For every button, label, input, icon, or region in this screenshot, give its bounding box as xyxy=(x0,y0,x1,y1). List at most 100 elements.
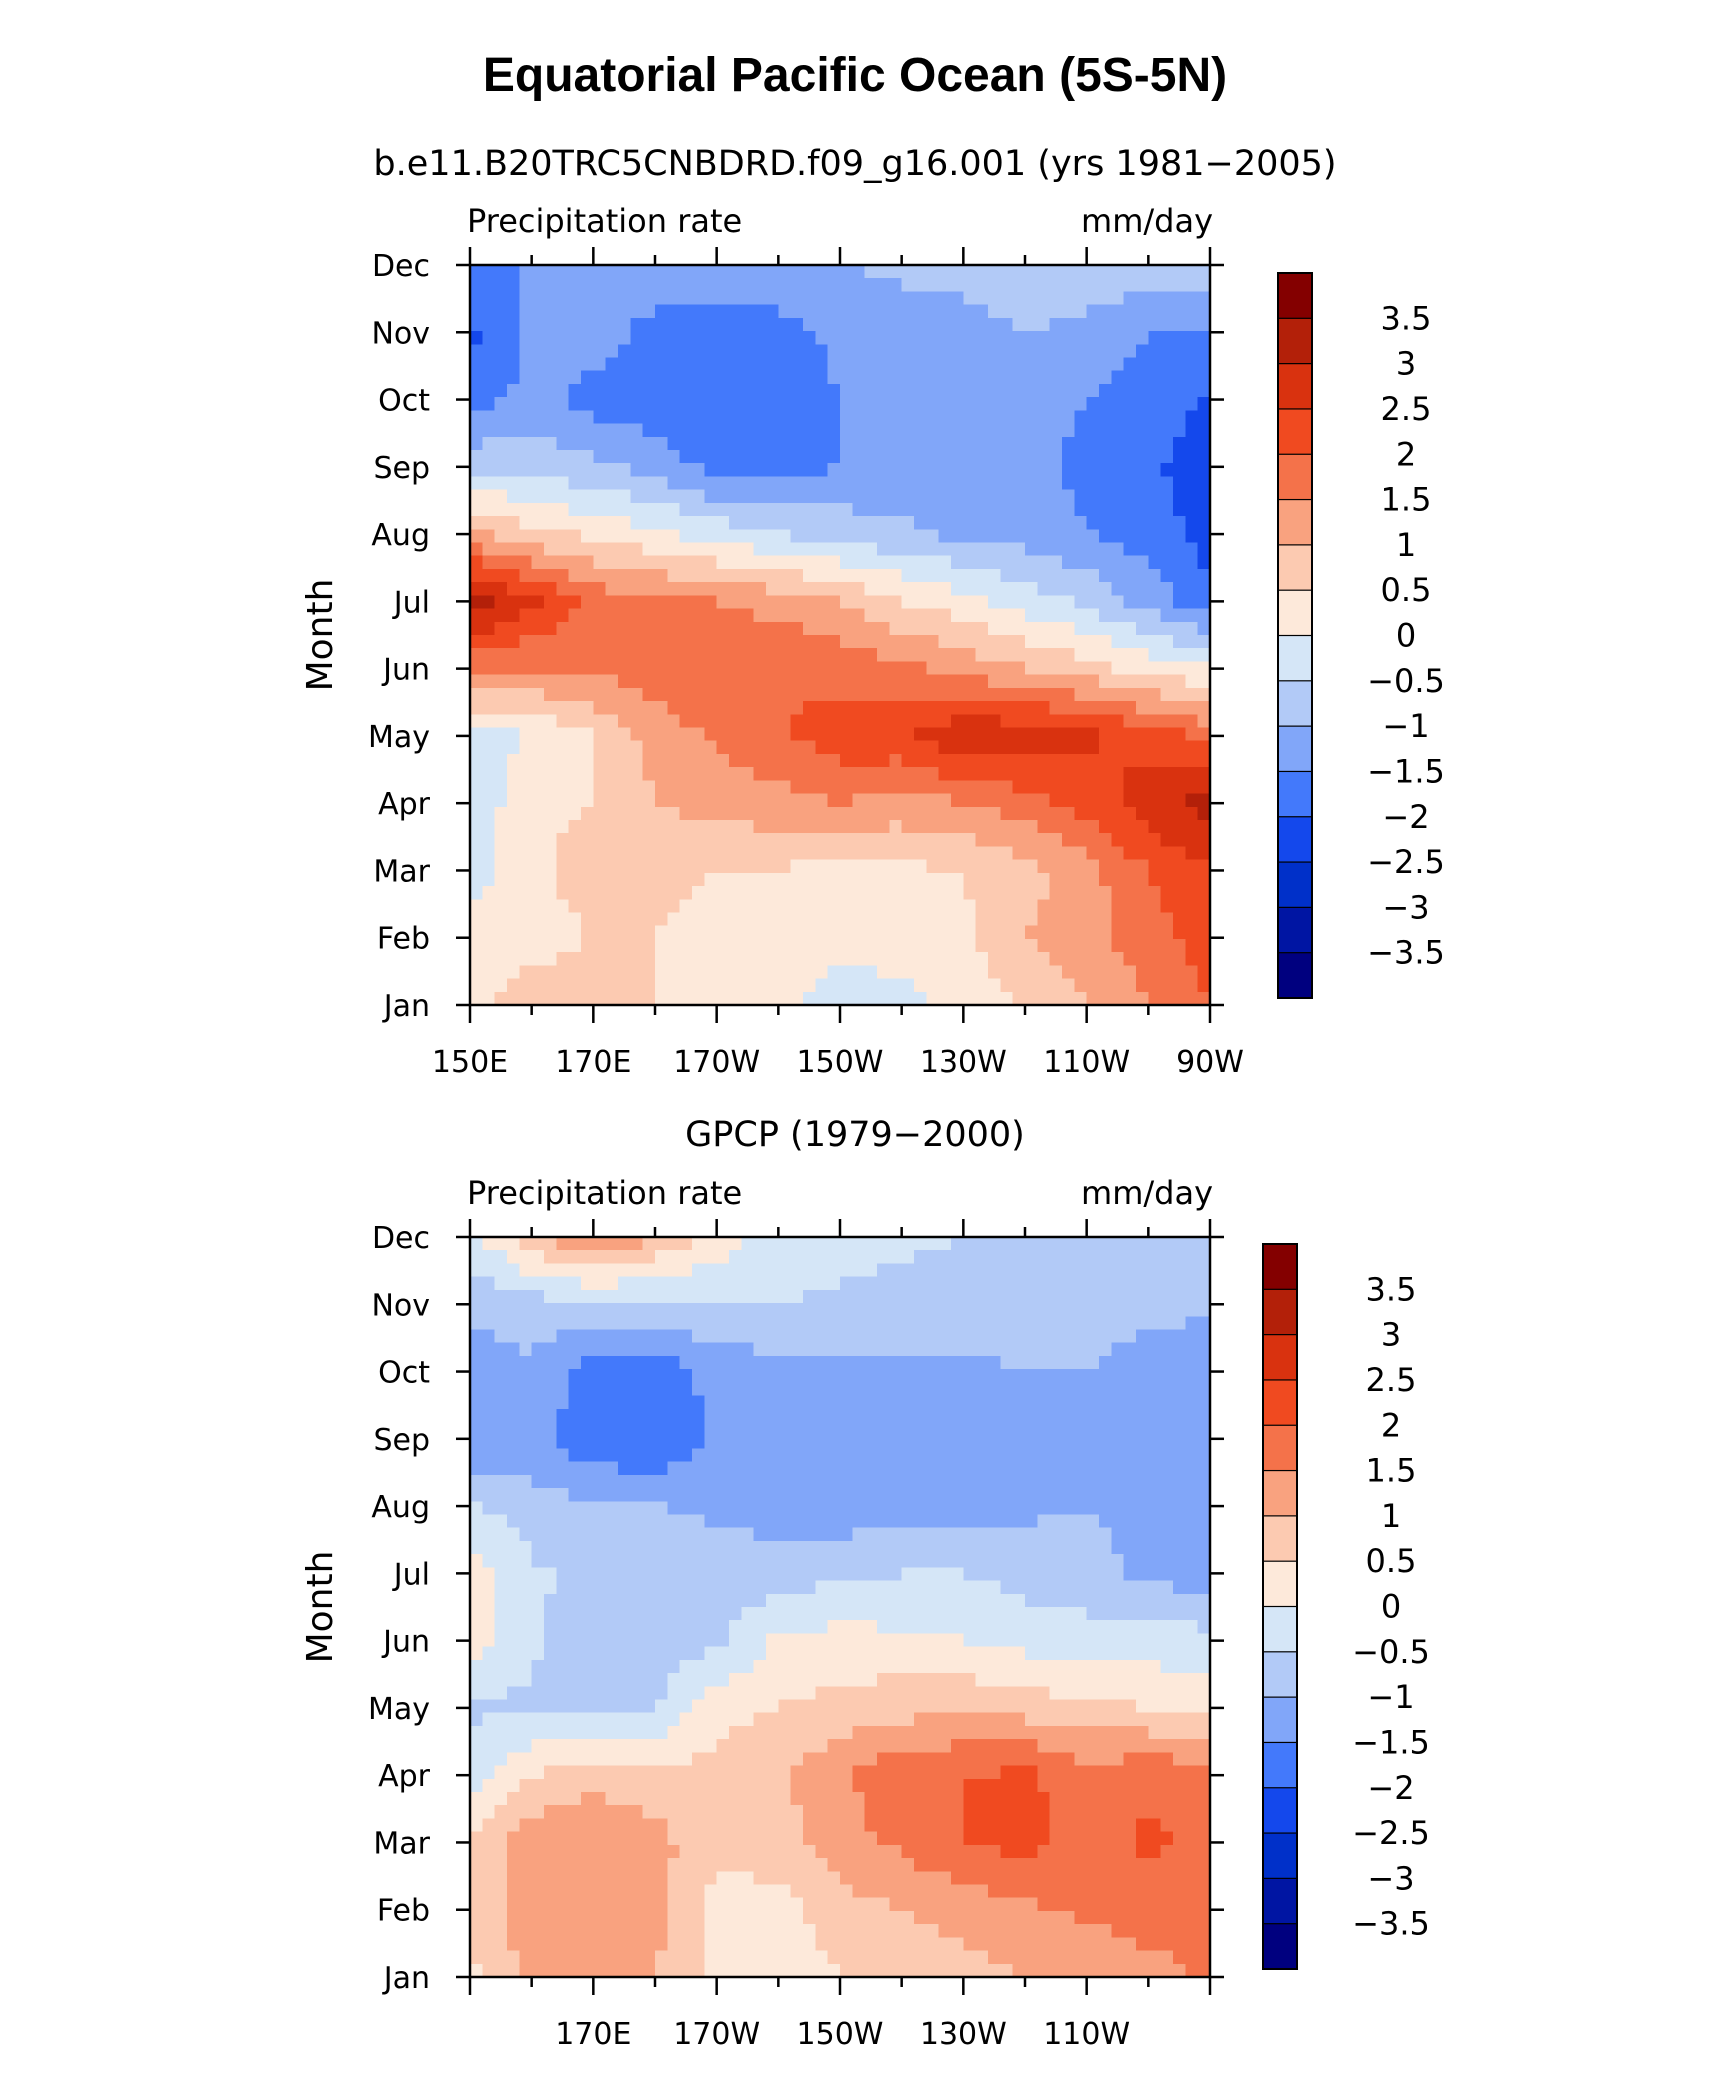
heatmap-cell xyxy=(1173,424,1186,438)
heatmap-cell xyxy=(729,780,742,794)
heatmap-cell xyxy=(914,1396,927,1410)
heatmap-cell xyxy=(1124,1250,1137,1264)
heatmap-cell xyxy=(1099,318,1112,332)
heatmap-cell xyxy=(976,622,989,636)
heatmap-cell xyxy=(593,1277,606,1291)
heatmap-cell xyxy=(1025,913,1038,927)
heatmap-cell xyxy=(1111,358,1124,372)
heatmap-cell xyxy=(840,965,853,979)
heatmap-cell xyxy=(1050,635,1063,649)
heatmap-cell xyxy=(988,1316,1001,1330)
heatmap-cell xyxy=(939,1277,952,1291)
heatmap-cell xyxy=(914,437,927,451)
heatmap-cell xyxy=(667,899,680,913)
heatmap-cell xyxy=(1124,741,1137,755)
heatmap-cell xyxy=(1062,635,1075,649)
heatmap-cell xyxy=(766,1277,779,1291)
heatmap-cell xyxy=(1099,1330,1112,1344)
heatmap-cell xyxy=(618,1554,631,1568)
heatmap-cell xyxy=(507,582,520,596)
heatmap-cell xyxy=(1074,992,1087,1006)
heatmap-cell xyxy=(914,1488,927,1502)
heatmap-cell xyxy=(532,1541,545,1555)
heatmap-cell xyxy=(1198,1501,1211,1515)
heatmap-cell xyxy=(889,701,902,715)
heatmap-cell xyxy=(470,1277,483,1291)
heatmap-cell xyxy=(1074,939,1087,953)
heatmap-cell xyxy=(1198,410,1211,424)
heatmap-cell xyxy=(1025,1422,1038,1436)
heatmap-cell xyxy=(643,1409,656,1423)
heatmap-cell xyxy=(1173,1277,1186,1291)
heatmap-cell xyxy=(914,1369,927,1383)
heatmap-cell xyxy=(1062,820,1075,834)
heatmap-cell xyxy=(741,952,754,966)
heatmap-cell xyxy=(680,410,693,424)
heatmap-cell xyxy=(1000,358,1013,372)
heatmap-cell xyxy=(532,609,545,623)
heatmap-cell xyxy=(963,754,976,768)
heatmap-cell xyxy=(1050,1237,1063,1251)
heatmap-cell xyxy=(655,410,668,424)
heatmap-cell xyxy=(1111,701,1124,715)
heatmap-cell xyxy=(1148,1277,1161,1291)
heatmap-cell xyxy=(1185,344,1198,358)
heatmap-cell xyxy=(630,767,643,781)
heatmap-cell xyxy=(1136,358,1149,372)
heatmap-cell xyxy=(877,305,890,319)
heatmap-cell xyxy=(951,1501,964,1515)
heatmap-cell xyxy=(507,410,520,424)
heatmap-cell xyxy=(655,463,668,477)
heatmap-cell xyxy=(754,450,767,464)
heatmap-cell xyxy=(754,648,767,662)
heatmap-cell xyxy=(1013,728,1026,742)
heatmap-cell xyxy=(840,1554,853,1568)
heatmap-cell xyxy=(939,278,952,292)
heatmap-cell xyxy=(593,833,606,847)
heatmap-cell xyxy=(1087,1528,1100,1542)
heatmap-cell xyxy=(889,1237,902,1251)
heatmap-cell xyxy=(988,463,1001,477)
heatmap-cell xyxy=(630,1330,643,1344)
heatmap-cell xyxy=(1050,1528,1063,1542)
heatmap-cell xyxy=(630,1263,643,1277)
heatmap-cell xyxy=(569,1409,582,1423)
heatmap-cell xyxy=(729,1515,742,1529)
heatmap-cell xyxy=(1148,965,1161,979)
heatmap-cell xyxy=(902,1330,915,1344)
heatmap-cell xyxy=(593,1290,606,1304)
heatmap-cell xyxy=(1148,1435,1161,1449)
heatmap-cell xyxy=(556,741,569,755)
heatmap-cell xyxy=(741,635,754,649)
heatmap-cell xyxy=(1111,979,1124,993)
heatmap-cell xyxy=(1148,1303,1161,1317)
heatmap-cell xyxy=(754,1356,767,1370)
heatmap-cell xyxy=(507,595,520,609)
heatmap-cell xyxy=(482,926,495,940)
heatmap-cell xyxy=(766,1263,779,1277)
heatmap-cell xyxy=(470,939,483,953)
heatmap-cell xyxy=(1173,701,1186,715)
heatmap-cell xyxy=(976,1303,989,1317)
heatmap-cell xyxy=(939,490,952,504)
heatmap-cell xyxy=(581,820,594,834)
heatmap-cell xyxy=(495,278,508,292)
heatmap-cell xyxy=(655,569,668,583)
heatmap-cell xyxy=(902,529,915,543)
heatmap-cell xyxy=(532,1488,545,1502)
heatmap-cell xyxy=(717,1277,730,1291)
heatmap-cell xyxy=(939,1488,952,1502)
heatmap-cell xyxy=(1087,1462,1100,1476)
heatmap-cell xyxy=(544,463,557,477)
heatmap-cell xyxy=(865,318,878,332)
heatmap-cell xyxy=(581,701,594,715)
heatmap-cell xyxy=(704,1501,717,1515)
heatmap-cell xyxy=(828,543,841,557)
heatmap-cell xyxy=(766,1515,779,1529)
heatmap-cell xyxy=(926,860,939,874)
heatmap-cell xyxy=(828,1515,841,1529)
heatmap-cell xyxy=(1111,846,1124,860)
heatmap-cell xyxy=(581,1475,594,1489)
heatmap-cell xyxy=(1124,1396,1137,1410)
heatmap-cell xyxy=(507,516,520,530)
